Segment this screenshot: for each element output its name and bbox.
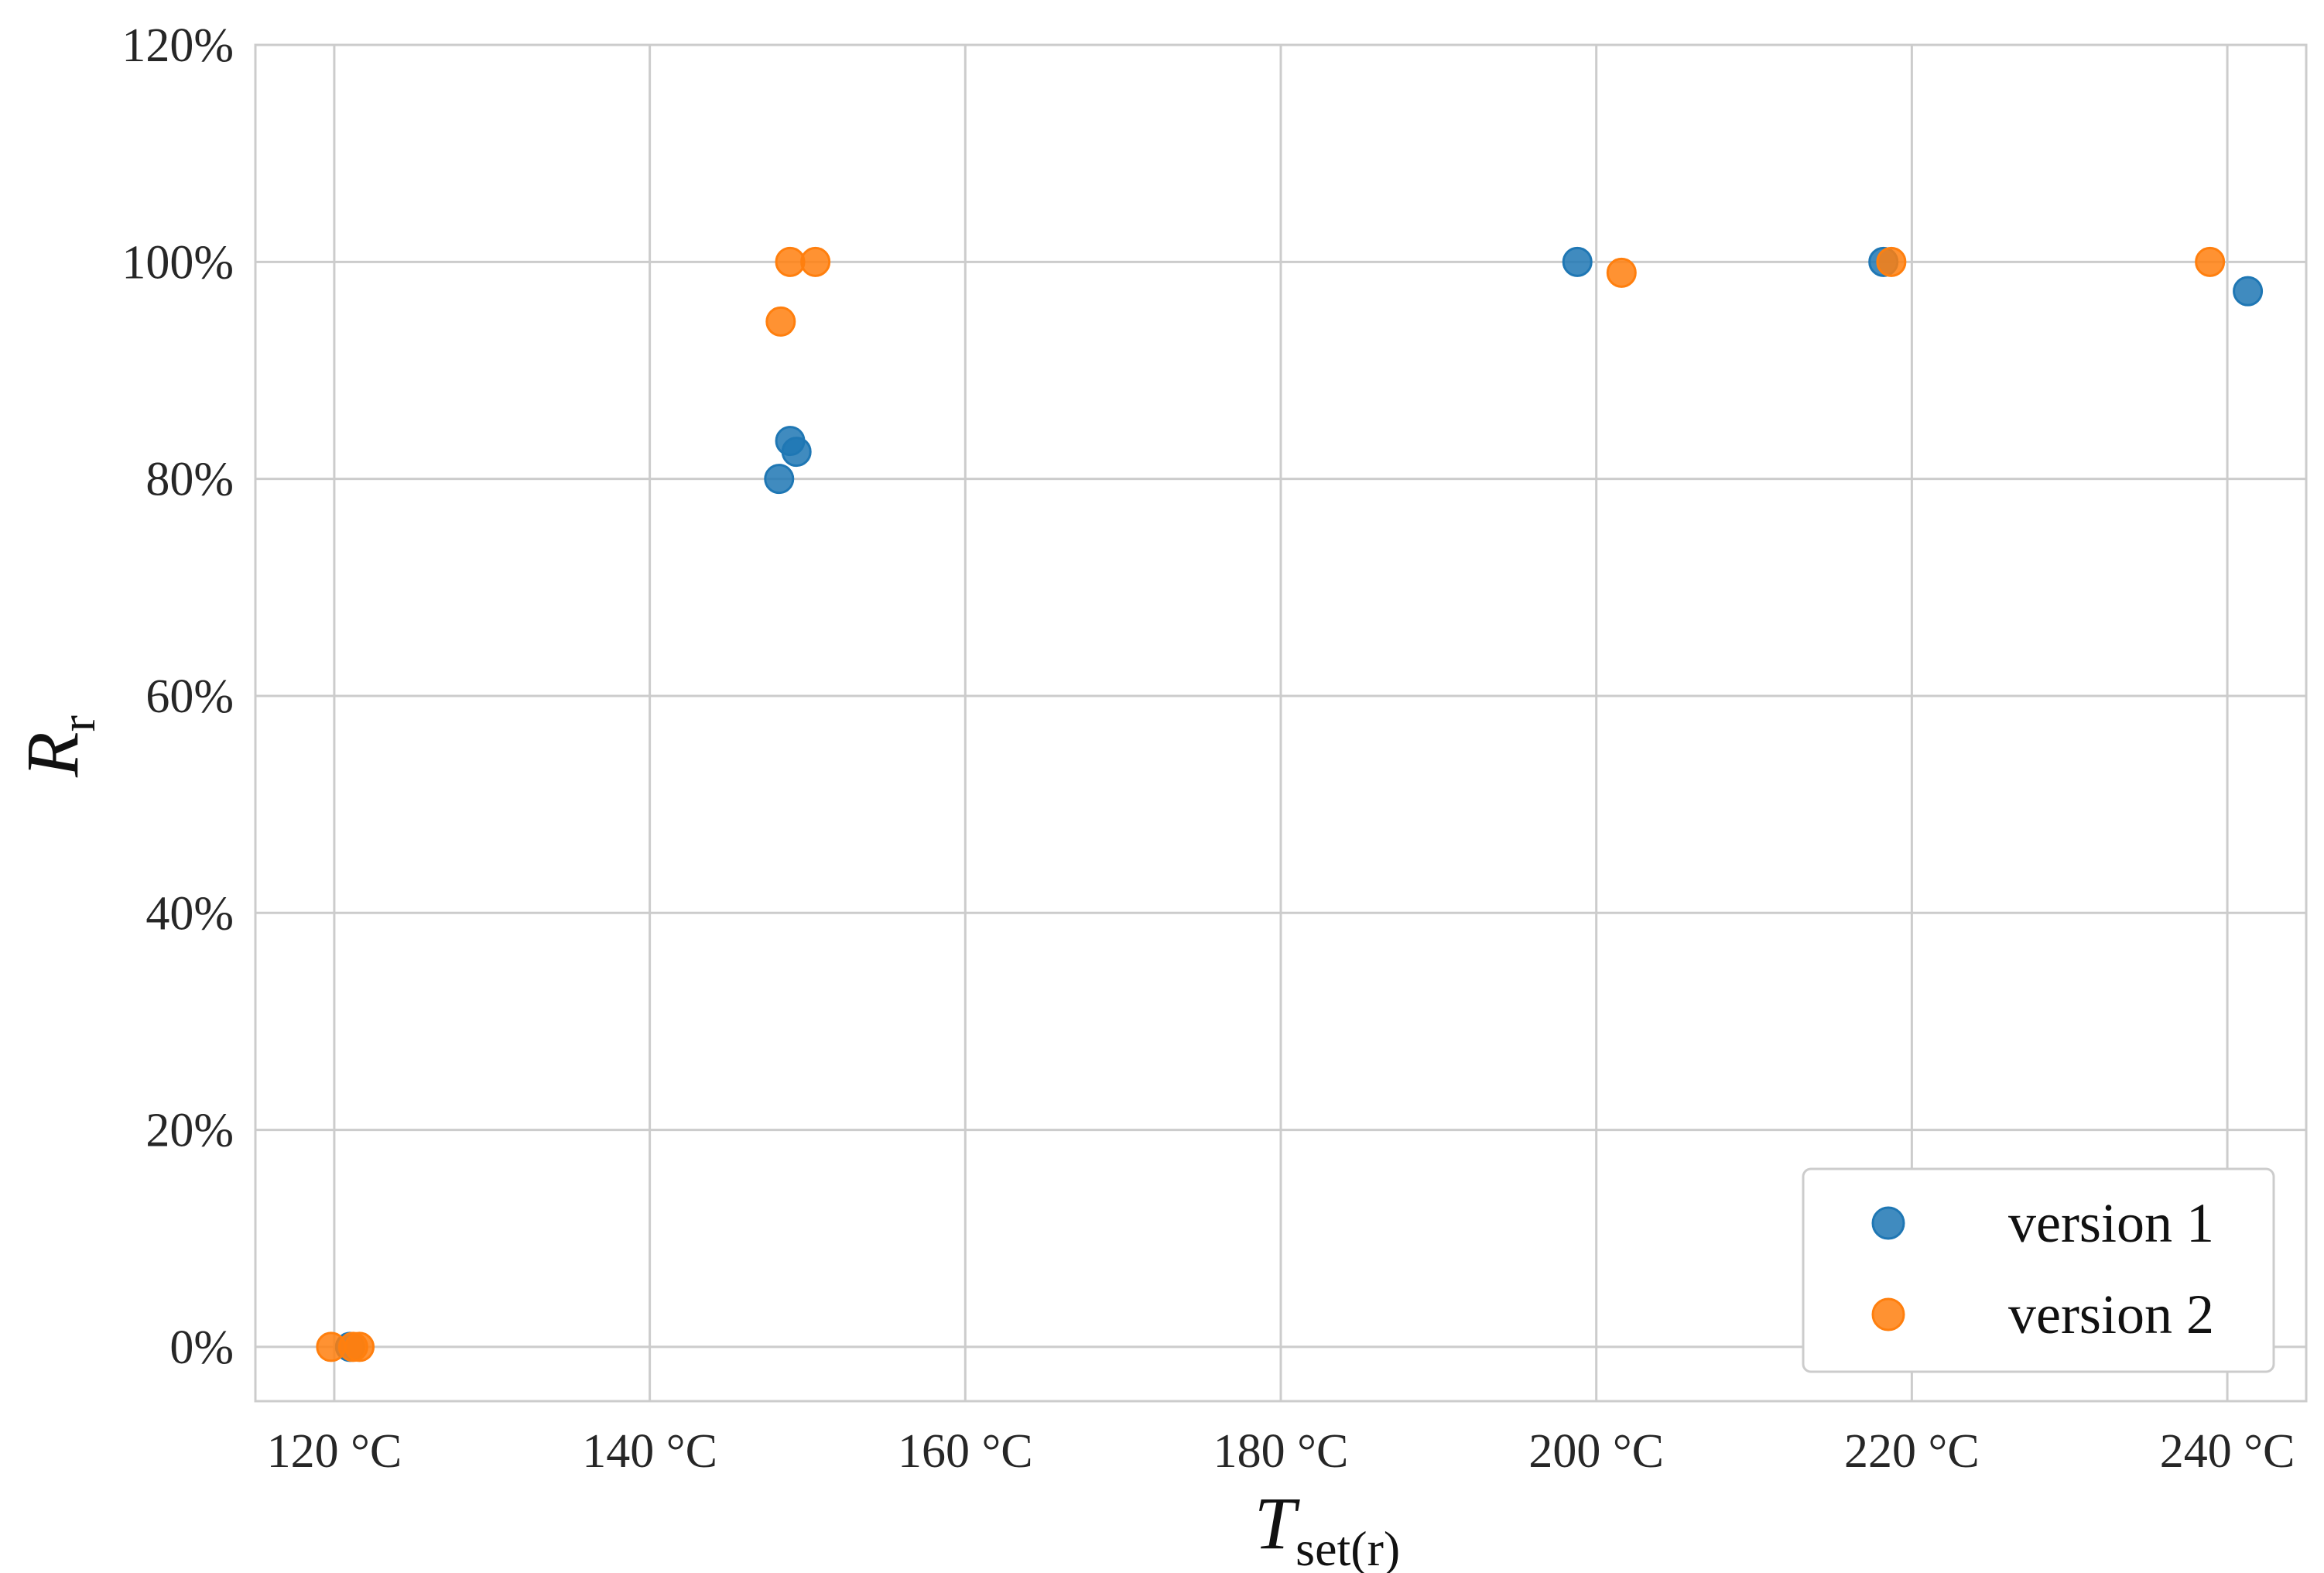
y-axis-label-main: R [11,732,94,778]
x-tick-label: 200 °C [1528,1425,1664,1478]
y-tick-label: 20% [145,1105,234,1157]
y-tick-label: 40% [145,887,234,940]
data-point-version-2 [765,306,796,337]
data-point-version-2 [775,246,806,277]
y-axis-ticks: 0% 20% 40% 60% 80% 100% 120% [122,19,234,1374]
x-tick-label: 160 °C [898,1425,1033,1478]
y-axis-label: Rr [11,715,105,778]
data-point-version-2 [2195,246,2226,277]
x-axis-label: Tset(r) [1254,1482,1400,1573]
x-tick-label: 120 °C [267,1425,402,1478]
data-point-version-2 [800,246,831,277]
legend-label-version-1: version 1 [2008,1192,2214,1254]
data-point-version-1 [764,464,795,495]
x-axis-label-subscript: set(r) [1295,1521,1400,1573]
data-point-version-2 [344,1331,375,1362]
legend: version 1 version 2 [1802,1167,2275,1373]
data-point-version-1 [1562,246,1593,277]
legend-label-version-2: version 2 [2008,1283,2214,1345]
x-tick-label: 180 °C [1213,1425,1349,1478]
data-point-version-2 [1606,257,1637,288]
data-point-version-1 [2233,276,2264,307]
legend-box [1802,1167,2275,1373]
y-tick-label: 0% [169,1321,234,1374]
legend-marker-version-1 [1871,1206,1905,1240]
data-point-version-2 [1876,246,1907,277]
x-tick-label: 220 °C [1844,1425,1980,1478]
y-tick-label: 60% [145,670,234,723]
y-axis-label-subscript: r [50,715,105,732]
x-axis-ticks: 120 °C 140 °C 160 °C 180 °C 200 °C 220 °C 240 … [267,1425,2295,1478]
x-tick-label: 240 °C [2160,1425,2295,1478]
y-tick-label: 100% [122,236,234,289]
y-tick-label: 80% [145,454,234,506]
plot-frame [254,43,2308,1403]
y-tick-label: 120% [122,19,234,72]
data-points [316,246,2264,1362]
data-point-version-1 [781,437,812,468]
x-tick-label: 140 °C [582,1425,717,1478]
legend-marker-version-2 [1871,1297,1905,1331]
x-axis-label-main: T [1254,1482,1301,1564]
